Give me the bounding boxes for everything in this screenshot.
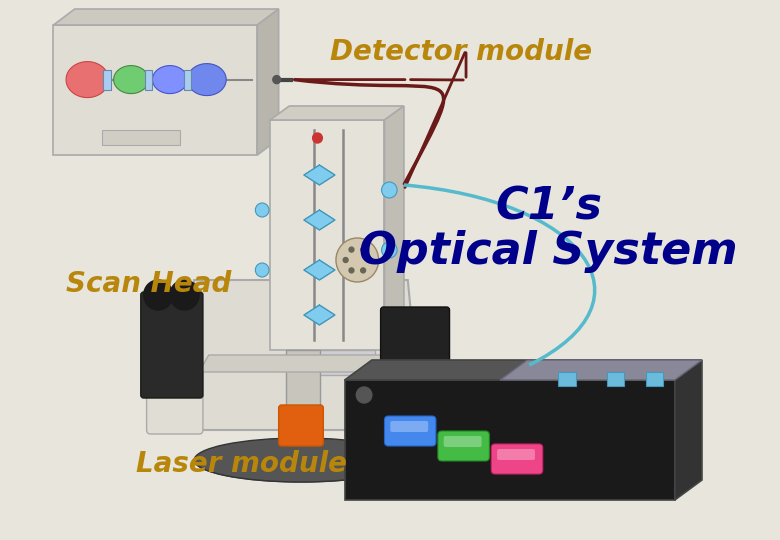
Circle shape (313, 133, 322, 143)
FancyBboxPatch shape (147, 366, 203, 434)
Circle shape (255, 263, 269, 277)
Polygon shape (385, 106, 404, 350)
Polygon shape (345, 380, 675, 500)
FancyBboxPatch shape (607, 372, 624, 386)
Circle shape (381, 182, 397, 198)
Polygon shape (289, 350, 374, 375)
FancyBboxPatch shape (278, 405, 324, 446)
Polygon shape (270, 106, 404, 120)
Polygon shape (183, 70, 191, 90)
Circle shape (356, 387, 372, 403)
Polygon shape (194, 460, 408, 482)
Polygon shape (304, 305, 335, 325)
Ellipse shape (194, 438, 408, 482)
Polygon shape (345, 360, 702, 380)
Polygon shape (185, 280, 417, 430)
Text: Scan Head: Scan Head (66, 270, 232, 298)
Polygon shape (114, 65, 148, 93)
Text: Detector module: Detector module (330, 38, 592, 66)
FancyBboxPatch shape (558, 372, 576, 386)
Polygon shape (102, 130, 179, 145)
Circle shape (273, 76, 281, 84)
Text: Optical System: Optical System (360, 230, 738, 273)
Polygon shape (257, 9, 278, 155)
Polygon shape (53, 9, 278, 25)
Circle shape (255, 203, 269, 217)
Circle shape (381, 242, 397, 258)
FancyBboxPatch shape (381, 307, 449, 393)
Polygon shape (304, 260, 335, 280)
Polygon shape (152, 65, 187, 93)
Text: C1’s: C1’s (495, 185, 602, 228)
FancyBboxPatch shape (444, 436, 481, 447)
Polygon shape (270, 120, 385, 350)
FancyBboxPatch shape (491, 444, 543, 474)
Polygon shape (304, 165, 335, 185)
FancyBboxPatch shape (646, 372, 663, 386)
Polygon shape (66, 62, 108, 98)
Circle shape (170, 280, 199, 310)
Text: Laser module: Laser module (136, 450, 347, 478)
Circle shape (349, 247, 354, 252)
Polygon shape (103, 70, 111, 90)
Polygon shape (500, 360, 702, 380)
Polygon shape (286, 350, 321, 430)
Circle shape (343, 258, 348, 262)
Circle shape (144, 280, 173, 310)
FancyBboxPatch shape (438, 431, 489, 461)
Circle shape (360, 268, 366, 273)
Polygon shape (144, 70, 152, 90)
FancyBboxPatch shape (140, 292, 203, 398)
Circle shape (336, 238, 378, 282)
Polygon shape (199, 355, 398, 372)
Polygon shape (53, 25, 257, 155)
Circle shape (367, 258, 371, 262)
Polygon shape (675, 360, 702, 500)
FancyBboxPatch shape (390, 421, 428, 432)
Polygon shape (304, 210, 335, 230)
FancyBboxPatch shape (497, 449, 535, 460)
FancyBboxPatch shape (385, 416, 436, 446)
Circle shape (360, 247, 366, 252)
Circle shape (349, 268, 354, 273)
Polygon shape (187, 64, 226, 96)
